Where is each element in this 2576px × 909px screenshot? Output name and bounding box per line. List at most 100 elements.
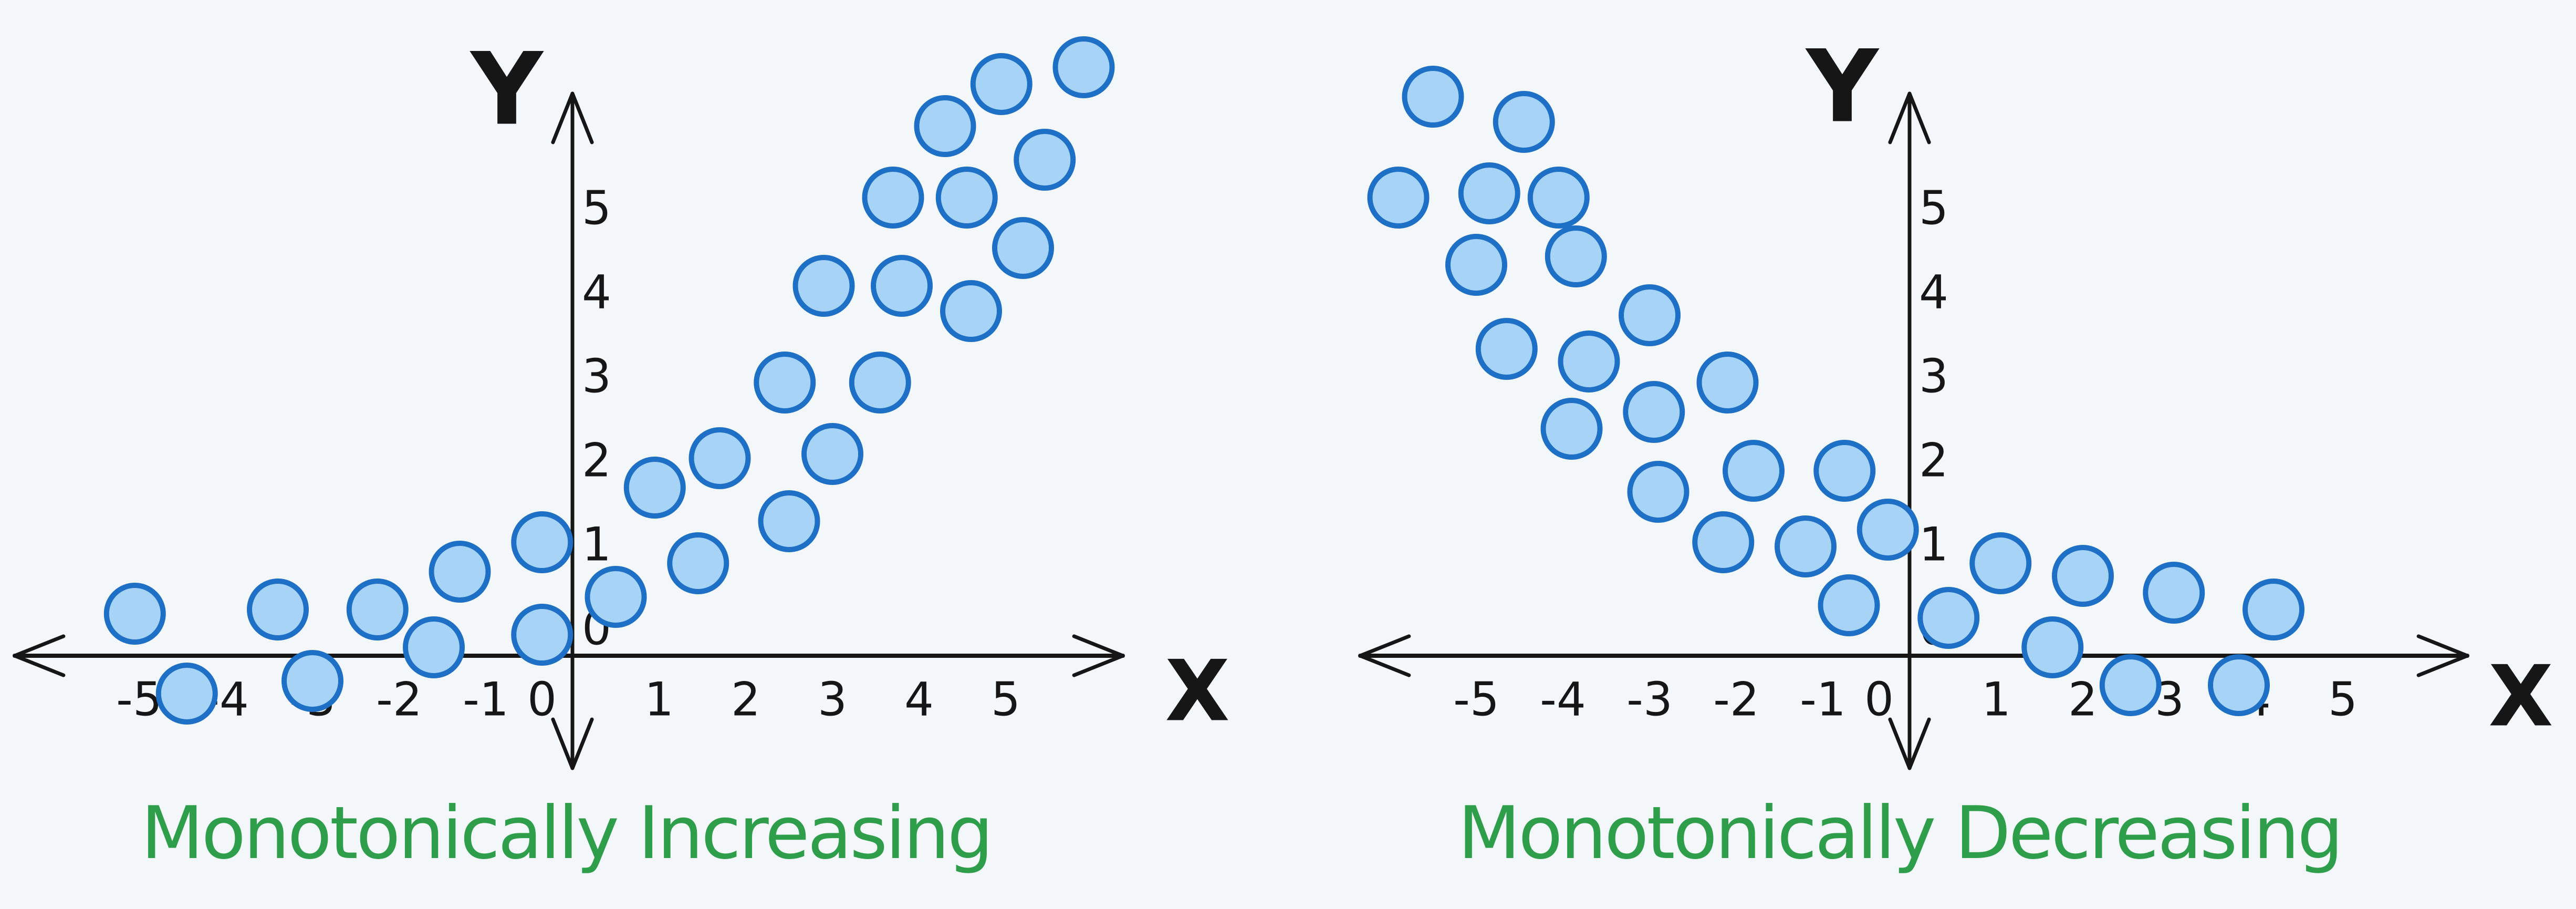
data-point xyxy=(585,566,647,628)
data-point xyxy=(1813,440,1876,502)
chart-1-points xyxy=(1367,66,2304,716)
data-point xyxy=(667,532,729,594)
x-tick-label: -1 xyxy=(463,673,509,727)
data-point xyxy=(992,217,1054,279)
data-point xyxy=(247,579,309,641)
data-point xyxy=(1619,284,1681,346)
y-tick-label: 5 xyxy=(582,181,611,235)
data-point xyxy=(2243,579,2304,641)
data-point xyxy=(155,663,218,725)
x-axis-left-arrow-icon xyxy=(13,634,66,677)
y-tick-label: 2 xyxy=(582,433,611,488)
y-tick-label: 5 xyxy=(1919,181,1948,235)
data-point xyxy=(1692,511,1755,573)
x-tick-label: -1 xyxy=(1800,673,1846,727)
data-point xyxy=(103,583,166,645)
data-point xyxy=(623,457,686,519)
x-tick-label: 5 xyxy=(2328,673,2358,727)
data-point xyxy=(1723,440,1785,502)
y-tick-label: 3 xyxy=(1919,349,1948,404)
data-point xyxy=(801,423,863,485)
data-point xyxy=(689,427,751,489)
data-point xyxy=(871,255,933,317)
y-tick-label: 4 xyxy=(582,265,611,319)
data-point xyxy=(1052,36,1115,98)
y-tick-label: 1 xyxy=(582,518,611,572)
x-axis-right-arrow-icon xyxy=(1072,634,1125,677)
data-point xyxy=(2208,654,2270,716)
data-point xyxy=(758,490,820,552)
x-tick-label: 5 xyxy=(991,673,1020,727)
data-point xyxy=(1014,129,1076,191)
x-axis-left-arrow-icon xyxy=(1358,634,1411,677)
x-tick-label: 0 xyxy=(1864,673,1894,727)
data-point xyxy=(1969,532,2032,594)
data-point xyxy=(1402,66,1464,128)
x-tick-label: 2 xyxy=(2068,673,2098,727)
x-tick-label: -3 xyxy=(1626,673,1673,727)
x-tick-label: -4 xyxy=(1540,673,1586,727)
x-tick-label: -2 xyxy=(376,673,422,727)
chart-0-axes xyxy=(13,91,1125,770)
data-point xyxy=(1540,398,1603,460)
data-point xyxy=(1445,234,1507,296)
data-point xyxy=(1857,499,1919,561)
x-tick-label: -5 xyxy=(116,673,162,727)
y-axis-down-arrow-icon xyxy=(1888,717,1931,770)
chart-1-axes xyxy=(1358,91,2469,770)
data-point xyxy=(1775,515,1837,577)
data-point xyxy=(2021,616,2084,678)
data-point xyxy=(914,95,976,157)
data-point xyxy=(1623,381,1685,443)
x-tick-label: 4 xyxy=(904,673,934,727)
y-tick-label: 1 xyxy=(1919,518,1948,572)
data-point xyxy=(1475,318,1538,380)
data-point xyxy=(2099,654,2162,716)
data-point xyxy=(403,616,465,678)
x-tick-label: -2 xyxy=(1713,673,1759,727)
chart-0-points xyxy=(103,36,1115,725)
data-point xyxy=(1818,574,1880,636)
data-point xyxy=(970,53,1033,115)
y-axis-label: Y xyxy=(470,32,544,148)
data-point xyxy=(862,167,924,229)
data-point xyxy=(2052,545,2114,607)
data-point xyxy=(1458,162,1520,224)
x-tick-label: -5 xyxy=(1453,673,1499,727)
data-point xyxy=(1493,91,1555,153)
y-axis-down-arrow-icon xyxy=(551,717,594,770)
data-point xyxy=(1627,461,1689,523)
data-point xyxy=(511,604,573,666)
data-point xyxy=(429,541,491,603)
y-tick-label: 2 xyxy=(1919,433,1948,488)
data-point xyxy=(1367,167,1430,229)
data-point xyxy=(2143,562,2205,624)
data-point xyxy=(935,167,998,229)
x-axis-label: X xyxy=(2488,647,2553,746)
data-point xyxy=(1917,587,1980,649)
caption-monotonically-increasing: Monotonically Increasing xyxy=(141,791,994,875)
data-point xyxy=(1558,330,1620,392)
y-axis-up-arrow-icon xyxy=(551,91,594,144)
x-axis-right-arrow-icon xyxy=(2416,634,2469,677)
data-point xyxy=(281,650,343,712)
data-point xyxy=(754,352,816,414)
data-point xyxy=(1696,352,1759,414)
data-point xyxy=(1527,167,1590,229)
y-axis-label: Y xyxy=(1805,29,1880,145)
x-tick-label: 3 xyxy=(818,673,847,727)
x-tick-label: 1 xyxy=(644,673,674,727)
data-point xyxy=(511,511,573,573)
data-point xyxy=(940,280,1002,342)
data-point xyxy=(792,255,855,317)
y-tick-label: 4 xyxy=(1919,265,1948,319)
y-axis-up-arrow-icon xyxy=(1888,91,1931,144)
y-tick-label: 3 xyxy=(582,349,611,404)
x-axis-label: X xyxy=(1165,642,1229,740)
caption-monotonically-decreasing: Monotonically Decreasing xyxy=(1458,791,2343,875)
data-point xyxy=(346,579,409,641)
